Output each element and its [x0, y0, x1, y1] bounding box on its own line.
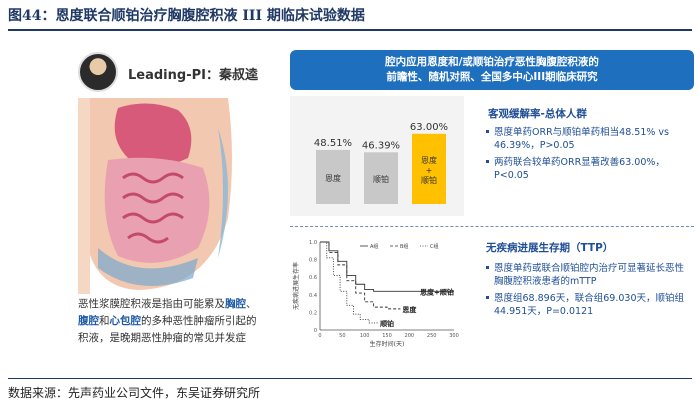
km-legend-label: C组 — [430, 243, 439, 250]
orr-bar — [412, 133, 446, 204]
km-x-label: 生存时间(天) — [370, 340, 405, 348]
km-x-tick: 200 — [405, 333, 415, 339]
km-series-label: 恩度 — [402, 305, 417, 314]
km-y-tick: 1.0 — [309, 240, 317, 246]
orr-category-label: 恩度 — [325, 173, 341, 183]
title-rule — [8, 29, 692, 31]
km-series-label: 顺铂 — [380, 319, 394, 328]
km-y-label: 无疾病进展生存率 — [292, 262, 300, 310]
km-chart-card: 0 0.2 0.4 0.6 0.8 1.0 0 50 100 150 200 250 300 生存时间(天… — [290, 230, 464, 350]
description-text: 恶性浆膜腔积液是指由可能累及胸腔、腹腔和心包腔的多种恶性肿瘤所引起的积液，是晚期… — [78, 298, 257, 344]
orr-category-label: 恩度 — [421, 155, 437, 165]
fluid-region — [218, 128, 228, 258]
km-legend-label: B组 — [400, 243, 408, 250]
source-note: 数据来源：先声药业公司文件，东吴证券研究所 — [8, 386, 261, 400]
orr-value-label: 63.00% — [410, 122, 448, 133]
intestine-coils — [122, 172, 184, 244]
pfs-title: 无疾病进展生存期（TTP） — [486, 242, 614, 254]
km-x-tick: 300 — [449, 333, 459, 339]
ascites-fluid — [98, 248, 198, 286]
km-survival-chart: 0 0.2 0.4 0.6 0.8 1.0 0 50 100 150 200 250 300 生存时间(天… — [292, 240, 459, 348]
section-divider — [290, 226, 694, 227]
km-x-tick: 50 — [339, 333, 345, 339]
orr-bullet-1: 恩度单药ORR与顺铂单药相当48.51% vs 46.39%，P>0.05 — [486, 126, 692, 152]
orr-category-label: 顺铂 — [421, 175, 437, 185]
km-y-tick: 0.2 — [309, 310, 317, 316]
km-y-tick: 0.8 — [309, 258, 317, 264]
km-legend-label: A组 — [370, 243, 378, 250]
orr-bar — [364, 152, 398, 204]
hl-abdominal: 腹腔 — [78, 315, 99, 327]
pfs-bullets: 恩度单药或联合顺铂腔内治疗可显著延长恶性胸腹腔积液患者的mTTP 恩度组68.8… — [486, 262, 692, 322]
orr-bullets: 恩度单药ORR与顺铂单药相当48.51% vs 46.39%，P>0.05 两药… — [486, 126, 692, 186]
km-x-tick: 250 — [427, 333, 437, 339]
avatar — [78, 52, 118, 92]
pfs-bullet-1: 恩度单药或联合顺铂腔内治疗可显著延长恶性胸腹腔积液患者的mTTP — [486, 262, 692, 288]
figure-title: 图44：恩度联合顺铂治疗胸腹腔积液 III 期临床试验数据 — [8, 8, 365, 24]
km-y-tick: 0.6 — [309, 275, 317, 281]
study-banner: 腔内应用恩度和/或顺铂治疗恶性胸腹腔积液的 前瞻性、随机对照、全国多中心III期… — [290, 50, 694, 90]
orr-title: 客观缓解率-总体人群 — [488, 108, 587, 120]
orr-category-label: 顺铂 — [373, 174, 389, 184]
orr-value-label: 46.39% — [362, 140, 400, 151]
km-series-line — [320, 241, 401, 310]
km-x-tick: 100 — [360, 333, 370, 339]
hl-pericardial: 心包腔 — [109, 315, 142, 327]
pfs-bullet-2: 恩度组68.896天，联合组69.030天，顺铂组44.951天，P=0.012… — [486, 292, 692, 318]
km-y-tick: 0.4 — [309, 293, 317, 299]
pi-block: Leading-PI：秦叔逵 — [78, 52, 278, 96]
banner-line1: 腔内应用恩度和/或顺铂治疗恶性胸腹腔积液的 — [385, 56, 599, 68]
km-series-label: 恩度+顺铂 — [420, 287, 454, 296]
abdomen-illustration — [78, 98, 232, 294]
km-x-tick: 150 — [382, 333, 392, 339]
orr-chart-card: 48.51% 恩度 46.39% 顺铂 63.00% 恩度 + 顺铂 — [290, 96, 464, 216]
stomach-shape — [114, 103, 192, 166]
km-y-tick: 0 — [314, 328, 317, 334]
orr-bullet-2: 两药联合较单药ORR显著改善63.00%，P<0.05 — [486, 156, 692, 182]
intestine-area — [104, 157, 210, 263]
orr-bar — [316, 149, 350, 204]
km-series-line — [320, 241, 379, 324]
source-rule — [8, 378, 692, 379]
hl-thoracic: 胸腔 — [225, 298, 246, 310]
spine-edge — [78, 98, 90, 294]
pi-label: Leading-PI：秦叔逵 — [128, 68, 258, 83]
orr-category-plus: + — [426, 166, 433, 175]
banner-line2: 前瞻性、随机对照、全国多中心III期临床研究 — [386, 71, 598, 83]
orr-value-label: 48.51% — [314, 138, 352, 149]
km-x-tick: 0 — [318, 333, 321, 339]
